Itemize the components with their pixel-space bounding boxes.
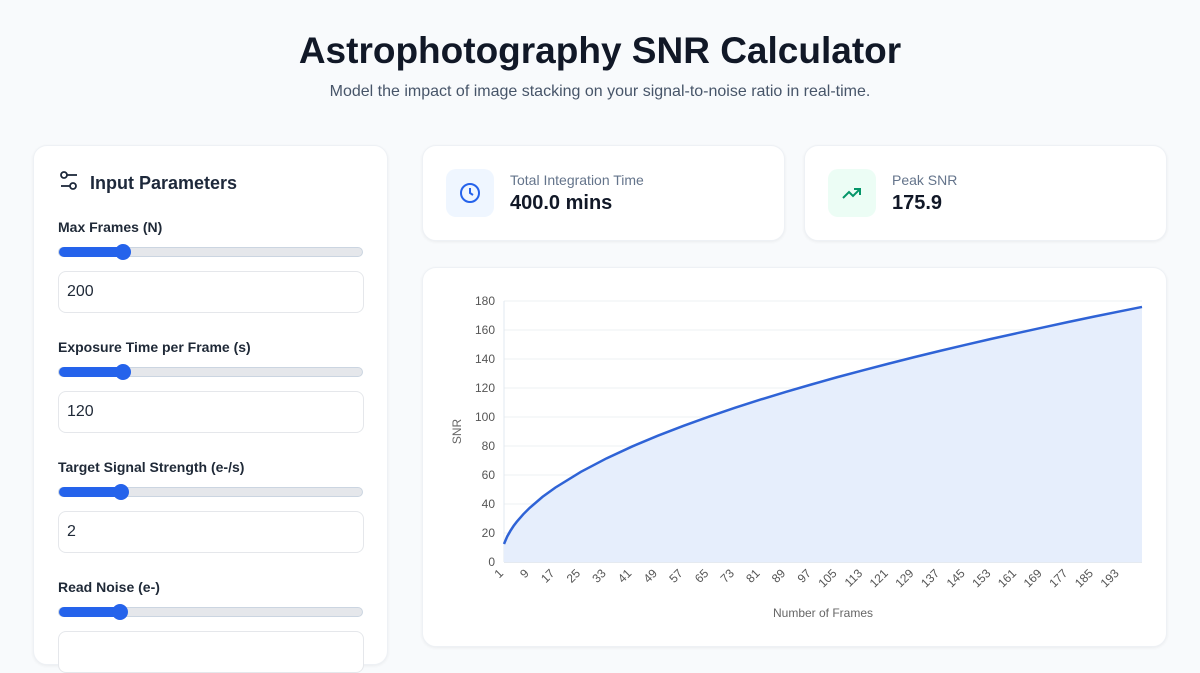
y-tick-label: 40 [482,497,496,511]
x-tick-label: 17 [538,566,558,586]
sliders-icon [58,170,80,197]
snr-line [502,305,1143,545]
x-tick-label: 185 [1072,566,1096,590]
x-tick-label: 169 [1021,566,1045,590]
field-label: Max Frames (N) [58,219,163,235]
snr-chart-card: 0 20 40 60 80 100 120 140 160 180 1 9 17 25 33 41 49 57 65… [422,267,1167,647]
panel-title: Input Parameters [90,173,238,193]
x-tick-label: 41 [615,566,635,586]
field-label: Read Noise (e-) [58,579,160,595]
stat-label: Total Integration Time [510,171,644,188]
x-tick-label: 177 [1046,566,1070,590]
x-tick-label: 49 [641,566,661,586]
y-axis-label: SNR [450,419,464,445]
x-tick-label: 1 [491,566,506,581]
slider-thumb[interactable] [114,364,131,380]
parameter-slider[interactable] [58,244,363,260]
x-tick-label: 33 [589,566,609,586]
stat-value: 175.9 [892,191,943,214]
parameter-slider[interactable] [58,484,363,500]
parameter-slider[interactable] [58,364,363,380]
x-tick-label: 9 [517,566,532,581]
y-tick-label: 160 [475,323,495,337]
y-tick-label: 0 [488,555,495,569]
page-subtitle: Model the impact of image stacking on yo… [329,83,871,100]
x-tick-label: 121 [867,566,891,590]
peak-snr-card: Peak SNR 175.9 [804,145,1167,241]
slider-thumb[interactable] [114,244,131,260]
slider-thumb[interactable] [113,484,130,500]
x-tick-label: 105 [815,566,839,590]
panel-header: Input Parameters [58,170,363,197]
x-tick-label: 113 [842,566,866,590]
x-tick-label: 145 [944,566,968,590]
stat-value: 400.0 mins [510,191,613,214]
field-label: Exposure Time per Frame (s) [58,339,251,355]
x-tick-label: 25 [564,566,584,586]
total-integration-card: Total Integration Time 400.0 mins [422,145,785,241]
y-tick-label: 180 [475,294,495,308]
x-tick-label: 129 [892,566,916,590]
parameter-input[interactable] [58,391,364,433]
field-label: Target Signal Strength (e-/s) [58,459,245,475]
snr-area [504,306,1142,562]
slider-fill [59,487,122,497]
y-tick-label: 60 [482,468,496,482]
x-tick-label: 73 [718,566,738,586]
x-axis-label: Number of Frames [773,606,873,620]
y-tick-label: 20 [482,526,496,540]
x-tick-label: 137 [918,566,942,590]
stat-label: Peak SNR [892,171,958,188]
slider-thumb[interactable] [111,604,128,620]
slider-fill [59,607,120,617]
y-tick-label: 140 [475,352,495,366]
parameter-slider[interactable] [58,604,363,620]
x-tick-label: 65 [692,566,712,586]
snr-chart: 0 20 40 60 80 100 120 140 160 180 1 9 17 25 33 41 49 57 65… [450,294,1143,620]
y-tick-label: 120 [475,381,495,395]
parameter-input[interactable] [58,511,364,553]
trending-up-icon [828,169,876,217]
y-tick-label: 80 [482,439,496,453]
slider-fill [59,247,123,257]
y-tick-label: 100 [475,410,495,424]
slider-fill [59,367,123,377]
x-tick-label: 153 [969,566,993,590]
clock-icon [446,169,494,217]
parameter-input[interactable] [58,271,364,313]
x-tick-label: 89 [769,566,789,586]
x-tick-label: 81 [743,566,763,586]
parameter-input[interactable] [58,631,364,673]
input-parameters-panel: Input Parameters Max Frames (N) Exposure… [33,145,388,673]
x-tick-label: 193 [1098,566,1122,590]
page-title: Astrophotography SNR Calculator [298,30,902,71]
x-tick-label: 97 [795,566,815,586]
x-tick-label: 161 [995,566,1019,590]
x-tick-label: 57 [666,566,686,586]
